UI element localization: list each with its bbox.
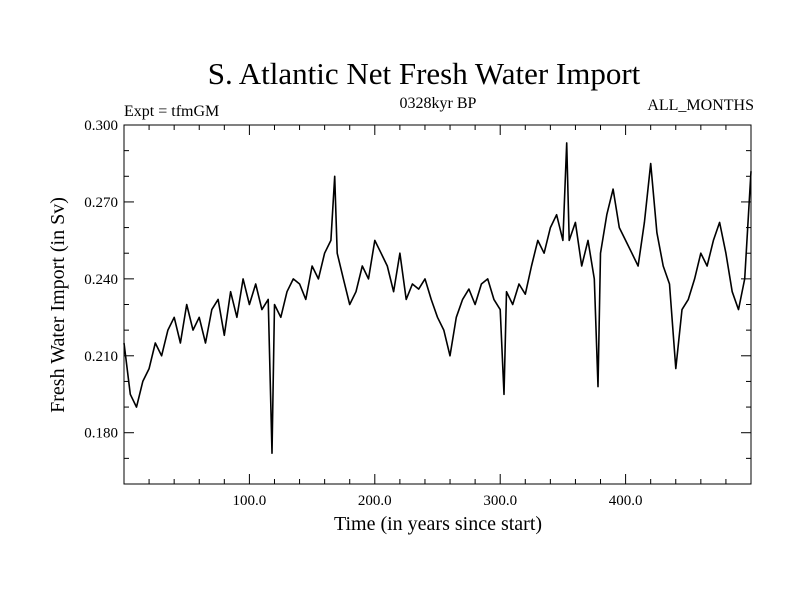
y-tick-label: 0.300 xyxy=(84,118,118,134)
y-tick-label: 0.210 xyxy=(84,349,118,365)
y-tick-label: 0.180 xyxy=(84,426,118,442)
period-label: 0328kyr BP xyxy=(400,95,477,112)
series-line xyxy=(123,142,752,455)
y-tick-label: 0.270 xyxy=(84,195,118,211)
y-axis-label: Fresh Water Import (in Sv) xyxy=(47,197,69,413)
plot-frame xyxy=(123,124,752,485)
y-tick-label: 0.240 xyxy=(84,272,118,288)
experiment-label: Expt = tfmGM xyxy=(124,103,219,120)
x-axis-label: Time (in years since start) xyxy=(334,513,542,535)
x-tick-label: 300.0 xyxy=(483,493,517,509)
x-tick-label: 100.0 xyxy=(233,493,267,509)
x-tick-label: 400.0 xyxy=(609,493,643,509)
x-tick-label: 200.0 xyxy=(358,493,392,509)
months-label: ALL_MONTHS xyxy=(647,97,754,114)
chart-title: S. Atlantic Net Fresh Water Import xyxy=(208,56,641,91)
